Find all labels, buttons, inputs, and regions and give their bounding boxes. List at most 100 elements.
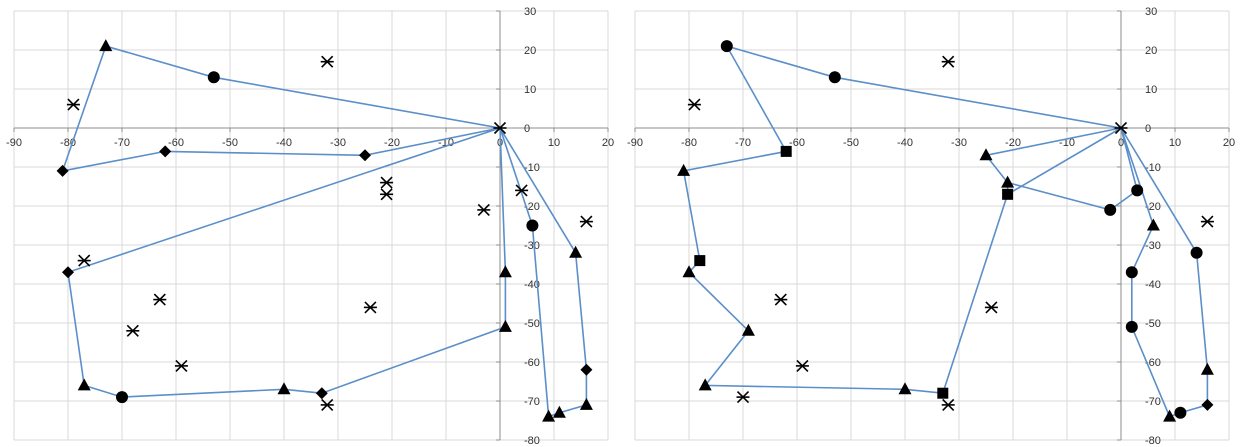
data-point-star [795,359,809,372]
route-line [682,44,1209,418]
axes [634,10,1230,441]
data-point-triangle [1163,409,1177,422]
y-tick-label: -50 [524,318,540,330]
data-point-triangle [542,409,556,422]
x-tick-label: -70 [735,137,751,149]
y-tick-label: 30 [1145,6,1157,18]
data-point-star [736,391,750,404]
data-point-triangle [1001,175,1015,188]
y-tick-label: -40 [524,279,540,291]
tick-labels: -90 -80 -70 -60 -50 -40 -30 -20 -10 0 10 20 30 20 10 0 -… [627,6,1235,447]
x-tick-label: -80 [681,137,697,149]
x-tick-label: -90 [627,137,643,149]
data-point-star [477,203,491,216]
y-tick-label: -80 [524,435,540,447]
x-tick-label: -70 [114,137,130,149]
data-point-star [1200,215,1214,228]
x-tick-label: -60 [168,137,184,149]
data-point-triangle [77,378,91,391]
x-tick-label: -30 [951,137,967,149]
x-tick-label: -20 [1005,137,1021,149]
grid-lines [13,10,609,441]
scatter-chart-left: -90 -80 -70 -60 -50 -40 -30 -20 -10 0 10 203020100-… [6,6,614,447]
data-point-triangle [677,163,691,176]
x-tick-label: 10 [548,137,560,149]
axes [13,10,609,441]
data-point-star [320,398,334,411]
y-tick-label: -50 [1145,318,1161,330]
data-point-star [984,301,998,314]
x-tick-label: 20 [602,137,614,149]
data-point-circle [1125,266,1138,279]
y-tick-label: 0 [524,123,530,135]
y-tick-label: 20 [524,45,536,57]
y-tick-label: -40 [1145,279,1161,291]
x-tick-label: -40 [276,137,292,149]
data-point-star [77,254,91,267]
data-point-square [780,145,792,157]
data-point-star [774,293,788,306]
data-point-star [515,184,529,197]
data-point-triangle [498,265,512,278]
data-point-star [363,301,377,314]
y-tick-label: -70 [1145,396,1161,408]
data-point-diamond [159,145,172,158]
data-point-square [1002,188,1014,200]
data-point-circle [1104,203,1117,216]
y-tick-label: 30 [524,6,536,18]
x-tick-label: -90 [6,137,22,149]
data-point-star [380,188,394,201]
data-point-star [579,215,593,228]
data-point-triangle [99,39,113,52]
data-point-triangle [1200,362,1214,375]
data-point-star [493,121,507,135]
data-point-circle [720,40,733,53]
y-tick-label: -60 [524,357,540,369]
scatter-chart-right: -90 -80 -70 -60 -50 -40 -30 -20 -10 0 10 20 30 20 10 0 -… [627,6,1235,447]
data-point-star [941,398,955,411]
data-point-triangle [579,397,593,410]
data-point-triangle [898,382,912,395]
data-point-star [1114,121,1128,135]
data-point-triangle [698,378,712,391]
data-point-triangle [498,319,512,332]
data-point-circle [526,219,539,232]
data-point-diamond [315,387,328,400]
data-point-circle [1174,406,1187,419]
data-point-square [694,255,706,267]
data-point-circle [828,71,841,84]
data-point-circle [1190,246,1203,259]
y-tick-label: -30 [1145,240,1161,252]
x-tick-label: -60 [789,137,805,149]
y-tick-label: -10 [1145,162,1161,174]
x-tick-label: -20 [384,137,400,149]
route-line [61,45,588,418]
data-point-triangle [569,245,583,258]
y-tick-label: 0 [1145,123,1151,135]
data-point-star [66,98,80,111]
data-point-triangle [552,405,566,418]
x-tick-label: -50 [222,137,238,149]
data-point-circle [207,71,220,84]
y-tick-label: -70 [524,396,540,408]
data-point-triangle [979,148,993,161]
data-point-diamond [580,363,593,376]
data-point-diamond [56,164,69,177]
data-point-star [380,176,394,189]
y-tick-label: -80 [1145,435,1161,447]
data-point-diamond [359,149,371,162]
data-point-triangle [741,323,755,336]
y-tick-label: 10 [1145,84,1157,96]
data-point-diamond [1201,398,1214,411]
data-point-diamond [62,266,74,279]
data-point-star [320,55,334,68]
x-tick-label: -30 [330,137,346,149]
data-point-star [687,98,701,111]
x-tick-label: 20 [1223,137,1235,149]
x-tick-label: 0 [1118,137,1124,149]
data-point-circle [116,391,128,404]
data-point-star [153,293,167,306]
data-point-triangle [682,265,696,278]
data-points [56,39,593,422]
data-point-circle [1131,184,1144,197]
